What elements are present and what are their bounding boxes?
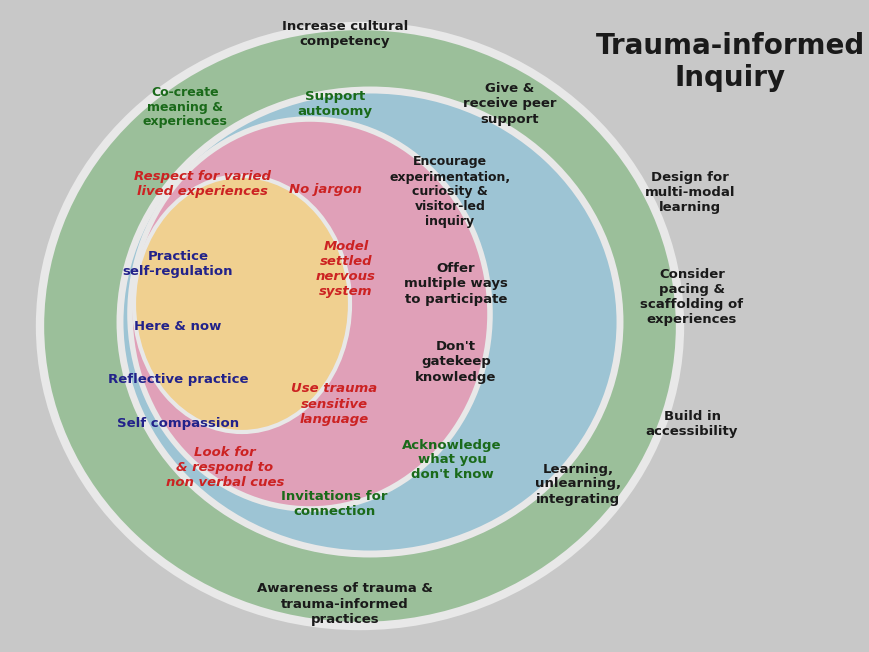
Text: Encourage
experimentation,
curiosity &
visitor-led
inquiry: Encourage experimentation, curiosity & v… — [389, 155, 511, 228]
Ellipse shape — [120, 90, 620, 554]
Text: Reflective practice: Reflective practice — [108, 374, 249, 387]
Text: Co-create
meaning &
experiences: Co-create meaning & experiences — [143, 85, 228, 128]
Text: No jargon: No jargon — [289, 183, 362, 196]
Ellipse shape — [40, 26, 680, 626]
Text: Support
autonomy: Support autonomy — [297, 90, 373, 118]
Text: Model
settled
nervous
system: Model settled nervous system — [316, 240, 376, 298]
Text: Build in
accessibility: Build in accessibility — [646, 410, 738, 438]
Text: Look for
& respond to
non verbal cues: Look for & respond to non verbal cues — [166, 445, 284, 488]
Text: Invitations for
connection: Invitations for connection — [281, 490, 388, 518]
Text: Design for
multi-modal
learning: Design for multi-modal learning — [645, 171, 735, 213]
Text: Give &
receive peer
support: Give & receive peer support — [463, 83, 557, 125]
Text: Offer
multiple ways
to participate: Offer multiple ways to participate — [404, 263, 508, 306]
Text: Awareness of trauma &
trauma-informed
practices: Awareness of trauma & trauma-informed pr… — [257, 582, 433, 625]
Text: Don't
gatekeep
knowledge: Don't gatekeep knowledge — [415, 340, 497, 383]
Text: Increase cultural
competency: Increase cultural competency — [282, 20, 408, 48]
Text: Practice
self-regulation: Practice self-regulation — [123, 250, 233, 278]
Text: Acknowledge
what you
don't know: Acknowledge what you don't know — [402, 439, 501, 481]
Text: Consider
pacing &
scaffolding of
experiences: Consider pacing & scaffolding of experie… — [640, 268, 744, 326]
Text: Respect for varied
lived experiences: Respect for varied lived experiences — [134, 170, 270, 198]
Text: Self compassion: Self compassion — [117, 417, 239, 430]
Text: Trauma-informed
Inquiry: Trauma-informed Inquiry — [595, 32, 865, 92]
Ellipse shape — [130, 119, 490, 509]
Ellipse shape — [134, 176, 350, 432]
Text: Here & now: Here & now — [135, 321, 222, 334]
Text: Use trauma
sensitive
language: Use trauma sensitive language — [291, 383, 377, 426]
Text: Learning,
unlearning,
integrating: Learning, unlearning, integrating — [535, 462, 621, 505]
